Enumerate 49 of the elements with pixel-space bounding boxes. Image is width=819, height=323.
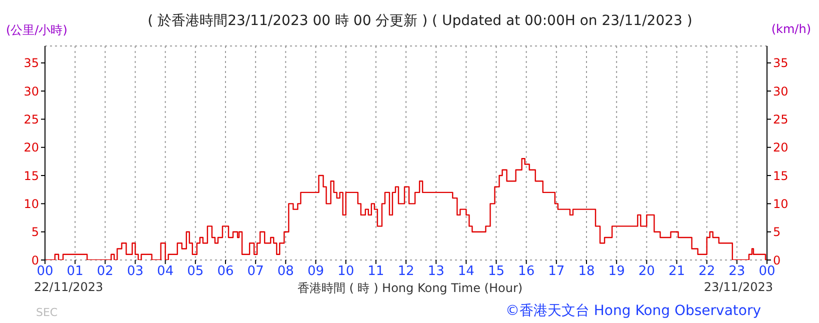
x-tick-label: 22 xyxy=(698,264,716,280)
y2-tick-label: 5 xyxy=(773,225,781,240)
y2-tick-label: 0 xyxy=(773,253,781,268)
y2-tick-label: 30 xyxy=(773,84,788,98)
x-tick-label: 02 xyxy=(96,264,114,280)
y2-tick-label: 35 xyxy=(773,56,788,70)
x-tick-label: 01 xyxy=(66,264,84,280)
x-tick-label: 20 xyxy=(638,264,655,280)
x-tick-label: 18 xyxy=(578,264,595,280)
x-tick-label: 08 xyxy=(277,264,294,280)
x-tick-label: 15 xyxy=(488,264,505,280)
x-tick-label: 06 xyxy=(217,264,234,280)
text: ©香港天文台 Hong Kong Observatory xyxy=(505,302,761,320)
y-tick-label: 5 xyxy=(31,225,39,240)
chart-title: ( 於香港時間23/11/2023 00 時 00 分更新 ) ( Updated at 00:00H on 23/11/2023 ) xyxy=(146,12,694,30)
x-tick-label: 00 xyxy=(758,264,776,280)
x-tick-label: 14 xyxy=(458,264,474,280)
x-tick-label: 21 xyxy=(668,264,686,280)
y2-tick-label: 20 xyxy=(773,140,788,155)
y-tick-label: 25 xyxy=(24,112,39,126)
x-tick-label: 09 xyxy=(307,264,324,280)
x-tick-label: 19 xyxy=(608,264,625,280)
text: SEC xyxy=(36,306,58,319)
x-tick-label: 12 xyxy=(398,264,414,280)
x-tick-label: 16 xyxy=(518,264,535,280)
y2-tick-label: 15 xyxy=(773,168,788,183)
x-tick-label: 00 xyxy=(36,264,54,280)
x-tick-label: 13 xyxy=(428,264,444,280)
y-tick-label: 30 xyxy=(24,84,39,98)
x-tick-label: 11 xyxy=(368,264,384,280)
x-tick-label: 04 xyxy=(157,264,174,280)
text: 23/11/2023 xyxy=(704,280,773,294)
text: 22/11/2023 xyxy=(34,280,104,294)
y2-tick-label: 25 xyxy=(773,112,788,126)
y-tick-label: 0 xyxy=(31,253,39,268)
x-tick-label: 23 xyxy=(728,264,746,280)
x-tick-label: 05 xyxy=(187,264,204,280)
y-tick-label: 15 xyxy=(24,168,39,183)
y-tick-label: 35 xyxy=(24,56,39,70)
y-axis-title: (公里/小時) xyxy=(6,22,68,39)
y-tick-label: 10 xyxy=(24,196,39,211)
y-tick-label: 20 xyxy=(24,140,39,155)
y2-tick-label: 10 xyxy=(773,196,788,211)
x-axis-title: 香港時間 ( 時 ) Hong Kong Time (Hour) xyxy=(296,280,524,297)
y2-axis-title: (km/h) xyxy=(771,22,811,36)
x-tick-label: 07 xyxy=(247,264,264,280)
x-tick-label: 17 xyxy=(548,264,565,280)
x-tick-label: 03 xyxy=(126,264,144,280)
x-tick-label: 10 xyxy=(338,264,354,280)
